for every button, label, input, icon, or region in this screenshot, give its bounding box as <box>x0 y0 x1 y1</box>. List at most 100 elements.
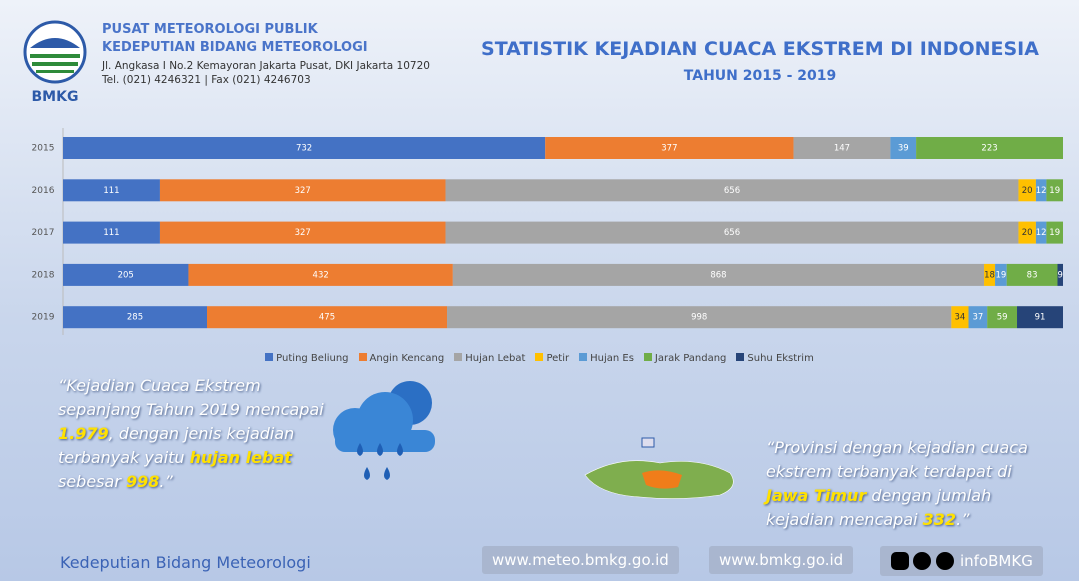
bar-segment <box>1018 221 1036 244</box>
legend-item: Puting Beliung <box>265 353 349 364</box>
quote-text: 998 <box>125 472 160 491</box>
data-label: 327 <box>295 228 311 238</box>
quote-text: sebesar <box>58 472 126 491</box>
data-label: 20 <box>1022 186 1033 196</box>
quote-text: “Kejadian Cuaca Ekstrem sepanjang Tahun … <box>58 376 324 419</box>
legend-item: Hujan Es <box>579 353 634 364</box>
footer-dept: Kedeputian Bidang Meteorologi <box>60 553 311 572</box>
bar-segment <box>452 263 985 286</box>
data-label: 34 <box>955 313 966 323</box>
legend-item: Petir <box>535 353 569 364</box>
bar-segment <box>545 137 794 159</box>
data-label: 39 <box>898 144 909 154</box>
data-label: 223 <box>981 144 997 154</box>
data-label: 327 <box>295 186 311 196</box>
legend-label: Hujan Lebat <box>465 353 526 364</box>
rain-icon <box>333 381 435 480</box>
legend-swatch <box>265 353 274 361</box>
bar-segment <box>207 306 448 329</box>
bar-segment <box>1046 221 1063 244</box>
legend-item: Angin Kencang <box>358 353 445 364</box>
data-label: 475 <box>319 313 335 323</box>
bar-segment <box>1006 263 1058 286</box>
data-label: 147 <box>834 144 850 154</box>
data-label: 18 <box>984 270 995 280</box>
footer-link[interactable]: www.meteo.bmkg.go.id <box>482 546 679 574</box>
bar-segment <box>1035 221 1047 244</box>
data-label: 19 <box>1049 228 1060 238</box>
quote-text: 332 <box>922 510 957 529</box>
legend-swatch <box>454 353 463 361</box>
quote-text: .” <box>159 472 173 491</box>
legend-item: Suhu Ekstrim <box>736 353 814 364</box>
bar-segment <box>968 306 988 329</box>
legend-label: Hujan Es <box>590 353 634 364</box>
bar-segment <box>63 179 160 202</box>
y-tick-label: 2015 <box>32 144 55 154</box>
chart-title: STATISTIK KEJADIAN CUACA EKSTREM DI INDO… <box>481 38 1039 60</box>
legend-label: Puting Beliung <box>276 353 349 364</box>
bar-segment <box>188 263 453 286</box>
legend-label: Suhu Ekstrim <box>747 353 814 364</box>
data-label: 868 <box>710 270 726 280</box>
logo: BMKG <box>23 20 87 105</box>
legend-label: Jarak Pandang <box>654 353 727 364</box>
legend-swatch <box>579 353 588 361</box>
legend-swatch <box>643 353 652 361</box>
data-label: 12 <box>1036 186 1047 196</box>
bar-segment <box>890 137 917 159</box>
bar-segment <box>995 263 1007 286</box>
logo-text: BMKG <box>32 89 79 105</box>
bar-segment <box>916 137 1063 159</box>
bar-segment <box>159 179 446 202</box>
data-label: 111 <box>103 228 119 238</box>
bar-segment <box>1057 263 1063 286</box>
address: Jl. Angkasa I No.2 Kemayoran Jakarta Pus… <box>102 60 430 72</box>
org: PUSAT METEOROLOGI PUBLIK <box>102 22 318 37</box>
quote-right: “Provinsi dengan kejadian cuaca ekstrem … <box>766 436 1051 532</box>
data-label: 19 <box>1049 186 1060 196</box>
footer-social[interactable]: infoBMKG <box>880 546 1043 576</box>
bar-segment <box>793 137 891 159</box>
data-label: 19 <box>995 270 1006 280</box>
legend-item: Jarak Pandang <box>643 353 727 364</box>
bar-segment <box>987 306 1018 329</box>
bar-segment <box>1046 179 1063 202</box>
data-label: 205 <box>118 270 134 280</box>
bar-segment <box>159 221 446 244</box>
bar-segment <box>984 263 996 286</box>
phone: Tel. (021) 4246321 | Fax (021) 4246703 <box>102 74 311 86</box>
footer-link[interactable]: www.bmkg.go.id <box>709 546 854 574</box>
quote-text: Jawa Timur <box>766 486 867 505</box>
quote-text: , dengan jenis kejadian terbanyak yaitu <box>58 424 295 467</box>
bar-segment <box>1035 179 1047 202</box>
bar-segment <box>1017 306 1063 329</box>
bar-segment <box>63 306 208 329</box>
data-label: 656 <box>724 228 740 238</box>
data-label: 37 <box>972 313 983 323</box>
bar-segment <box>445 179 1019 202</box>
social-handle: infoBMKG <box>960 552 1033 570</box>
y-tick-label: 2016 <box>32 186 55 196</box>
legend-item: Hujan Lebat <box>454 353 525 364</box>
social-icons <box>891 552 954 570</box>
chart-subtitle: TAHUN 2015 - 2019 <box>683 68 837 84</box>
data-label: 12 <box>1036 228 1047 238</box>
quote-text: .” <box>956 510 970 529</box>
data-label: 83 <box>1027 270 1038 280</box>
bar-segment <box>63 263 189 286</box>
legend-label: Angin Kencang <box>369 353 445 364</box>
data-label: 285 <box>127 313 143 323</box>
quote-text: dengan jumlah kejadian mencapai <box>766 486 992 529</box>
data-label: 732 <box>296 144 312 154</box>
legend: Puting Beliung Angin Kencang Hujan Lebat Pe… <box>0 353 1079 364</box>
y-tick-label: 2017 <box>32 228 55 238</box>
bar-segment <box>951 306 969 329</box>
quote-text: 1.979 <box>58 424 109 443</box>
bar-segment <box>63 137 546 159</box>
quote-left: “Kejadian Cuaca Ekstrem sepanjang Tahun … <box>58 374 328 494</box>
quote-text: “Provinsi dengan kejadian cuaca ekstrem … <box>766 438 1028 481</box>
bar-segment <box>445 221 1019 244</box>
